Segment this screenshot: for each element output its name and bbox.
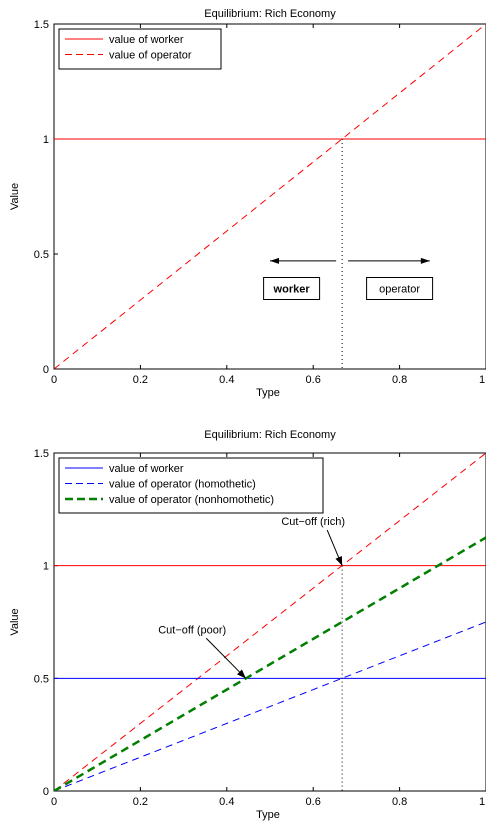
y-axis-label: Value bbox=[9, 183, 21, 210]
annotation-text: Cut−off (poor) bbox=[158, 624, 226, 636]
x-tick-label: 0.4 bbox=[219, 796, 234, 808]
chart-top: Equilibrium: Rich Economy 0 0.2 0.4 0.6 0.8 1 0… bbox=[9, 8, 486, 399]
chart-bottom: Equilibrium: Rich Economy 0 0.2 0.4 0.6 0.8 1 0… bbox=[9, 429, 486, 821]
legend-label: value of operator (nonhomothetic) bbox=[109, 494, 274, 506]
x-tick-label: 0.2 bbox=[133, 374, 148, 386]
legend-label: value of worker bbox=[109, 34, 184, 46]
x-tick-label: 0.6 bbox=[306, 374, 321, 386]
chart-title: Equilibrium: Rich Economy bbox=[204, 429, 336, 441]
x-tick-label: 0.8 bbox=[392, 374, 407, 386]
reference-line bbox=[54, 453, 486, 791]
x-tick-label: 0.8 bbox=[392, 796, 407, 808]
y-tick-label: 0.5 bbox=[34, 249, 49, 261]
y-tick-label: 0 bbox=[43, 364, 49, 376]
chart-title: Equilibrium: Rich Economy bbox=[204, 8, 336, 20]
y-tick-label: 1.5 bbox=[34, 448, 49, 460]
label-box bbox=[263, 277, 321, 300]
label-box bbox=[366, 277, 434, 300]
legend-label: value of operator (homothetic) bbox=[109, 479, 256, 491]
x-axis-label: Type bbox=[256, 387, 280, 399]
series-line bbox=[54, 24, 486, 369]
annotation-arrow-head bbox=[335, 556, 343, 566]
legend: value of worker value of operator bbox=[58, 28, 222, 70]
plot-area bbox=[53, 452, 486, 792]
legend-box bbox=[58, 28, 222, 70]
legend-box bbox=[58, 457, 324, 514]
y-tick-label: 0.5 bbox=[34, 673, 49, 685]
x-tick-label: 0 bbox=[51, 374, 57, 386]
legend: value of worker value of operator (homoth… bbox=[58, 457, 324, 514]
x-tick-label: 0.2 bbox=[133, 796, 148, 808]
label-box-text: worker bbox=[273, 284, 311, 296]
x-tick-label: 1 bbox=[479, 796, 485, 808]
y-tick-label: 1 bbox=[43, 561, 49, 573]
x-tick-label: 0.6 bbox=[306, 796, 321, 808]
x-tick-label: 1 bbox=[479, 374, 485, 386]
annotation-text: Cut−off (rich) bbox=[281, 516, 345, 528]
x-tick-label: 0 bbox=[51, 796, 57, 808]
arrow-head bbox=[420, 257, 430, 264]
arrow-head bbox=[270, 257, 279, 264]
x-tick-label: 0.4 bbox=[219, 374, 234, 386]
legend-label: value of worker bbox=[109, 463, 184, 475]
y-axis-label: Value bbox=[9, 608, 21, 635]
series-line bbox=[54, 621, 486, 791]
plot-area bbox=[53, 23, 486, 370]
legend-label: value of operator bbox=[109, 50, 192, 62]
series-line bbox=[54, 536, 486, 791]
annotation-arrow-head bbox=[236, 669, 246, 679]
x-axis-label: Type bbox=[256, 809, 280, 821]
y-tick-label: 1 bbox=[43, 134, 49, 146]
annotation-arrow bbox=[205, 637, 247, 679]
y-tick-label: 1.5 bbox=[34, 19, 49, 31]
label-box-text: operator bbox=[379, 284, 420, 296]
y-tick-label: 0 bbox=[43, 786, 49, 798]
